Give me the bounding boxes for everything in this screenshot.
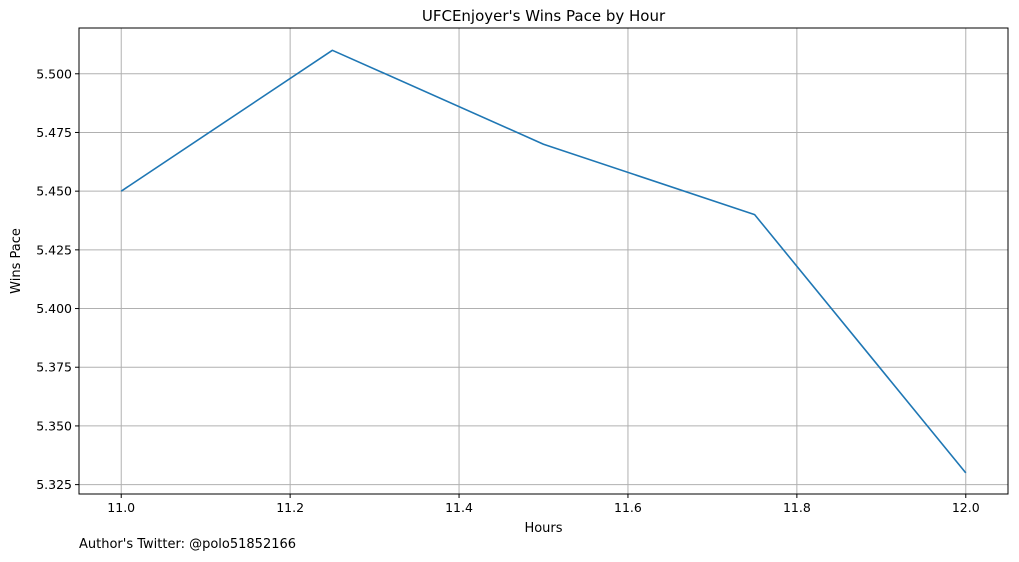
y-axis-label: Wins Pace — [9, 228, 24, 294]
y-tick-label: 5.450 — [36, 184, 72, 199]
ticks: 11.0 11.2 11.4 11.6 11.8 12.0 5.325 5.350 5.375 5… — [36, 66, 980, 515]
x-axis-label: Hours — [524, 521, 562, 536]
chart-title: UFCEnjoyer's Wins Pace by Hour — [422, 7, 666, 25]
series-layer — [120, 49, 967, 474]
x-tick-label: 11.4 — [445, 500, 473, 515]
y-tick-label: 5.400 — [36, 301, 72, 316]
y-tick-label: 5.350 — [36, 418, 72, 433]
grid — [79, 28, 1008, 494]
y-tick-label: 5.425 — [36, 242, 72, 257]
x-tick-label: 11.0 — [107, 500, 135, 515]
x-tick-label: 11.2 — [276, 500, 304, 515]
author-credit: Author's Twitter: @polo51852166 — [79, 537, 297, 552]
plot-frame — [78, 27, 1009, 495]
y-tick-label: 5.325 — [36, 477, 72, 492]
x-tick-label: 12.0 — [952, 500, 980, 515]
x-tick-label: 11.8 — [783, 500, 811, 515]
series-line — [120, 49, 967, 474]
x-tick-label: 11.6 — [614, 500, 642, 515]
y-tick-label: 5.500 — [36, 66, 72, 81]
y-tick-label: 5.475 — [36, 125, 72, 140]
y-tick-label: 5.375 — [36, 360, 72, 375]
